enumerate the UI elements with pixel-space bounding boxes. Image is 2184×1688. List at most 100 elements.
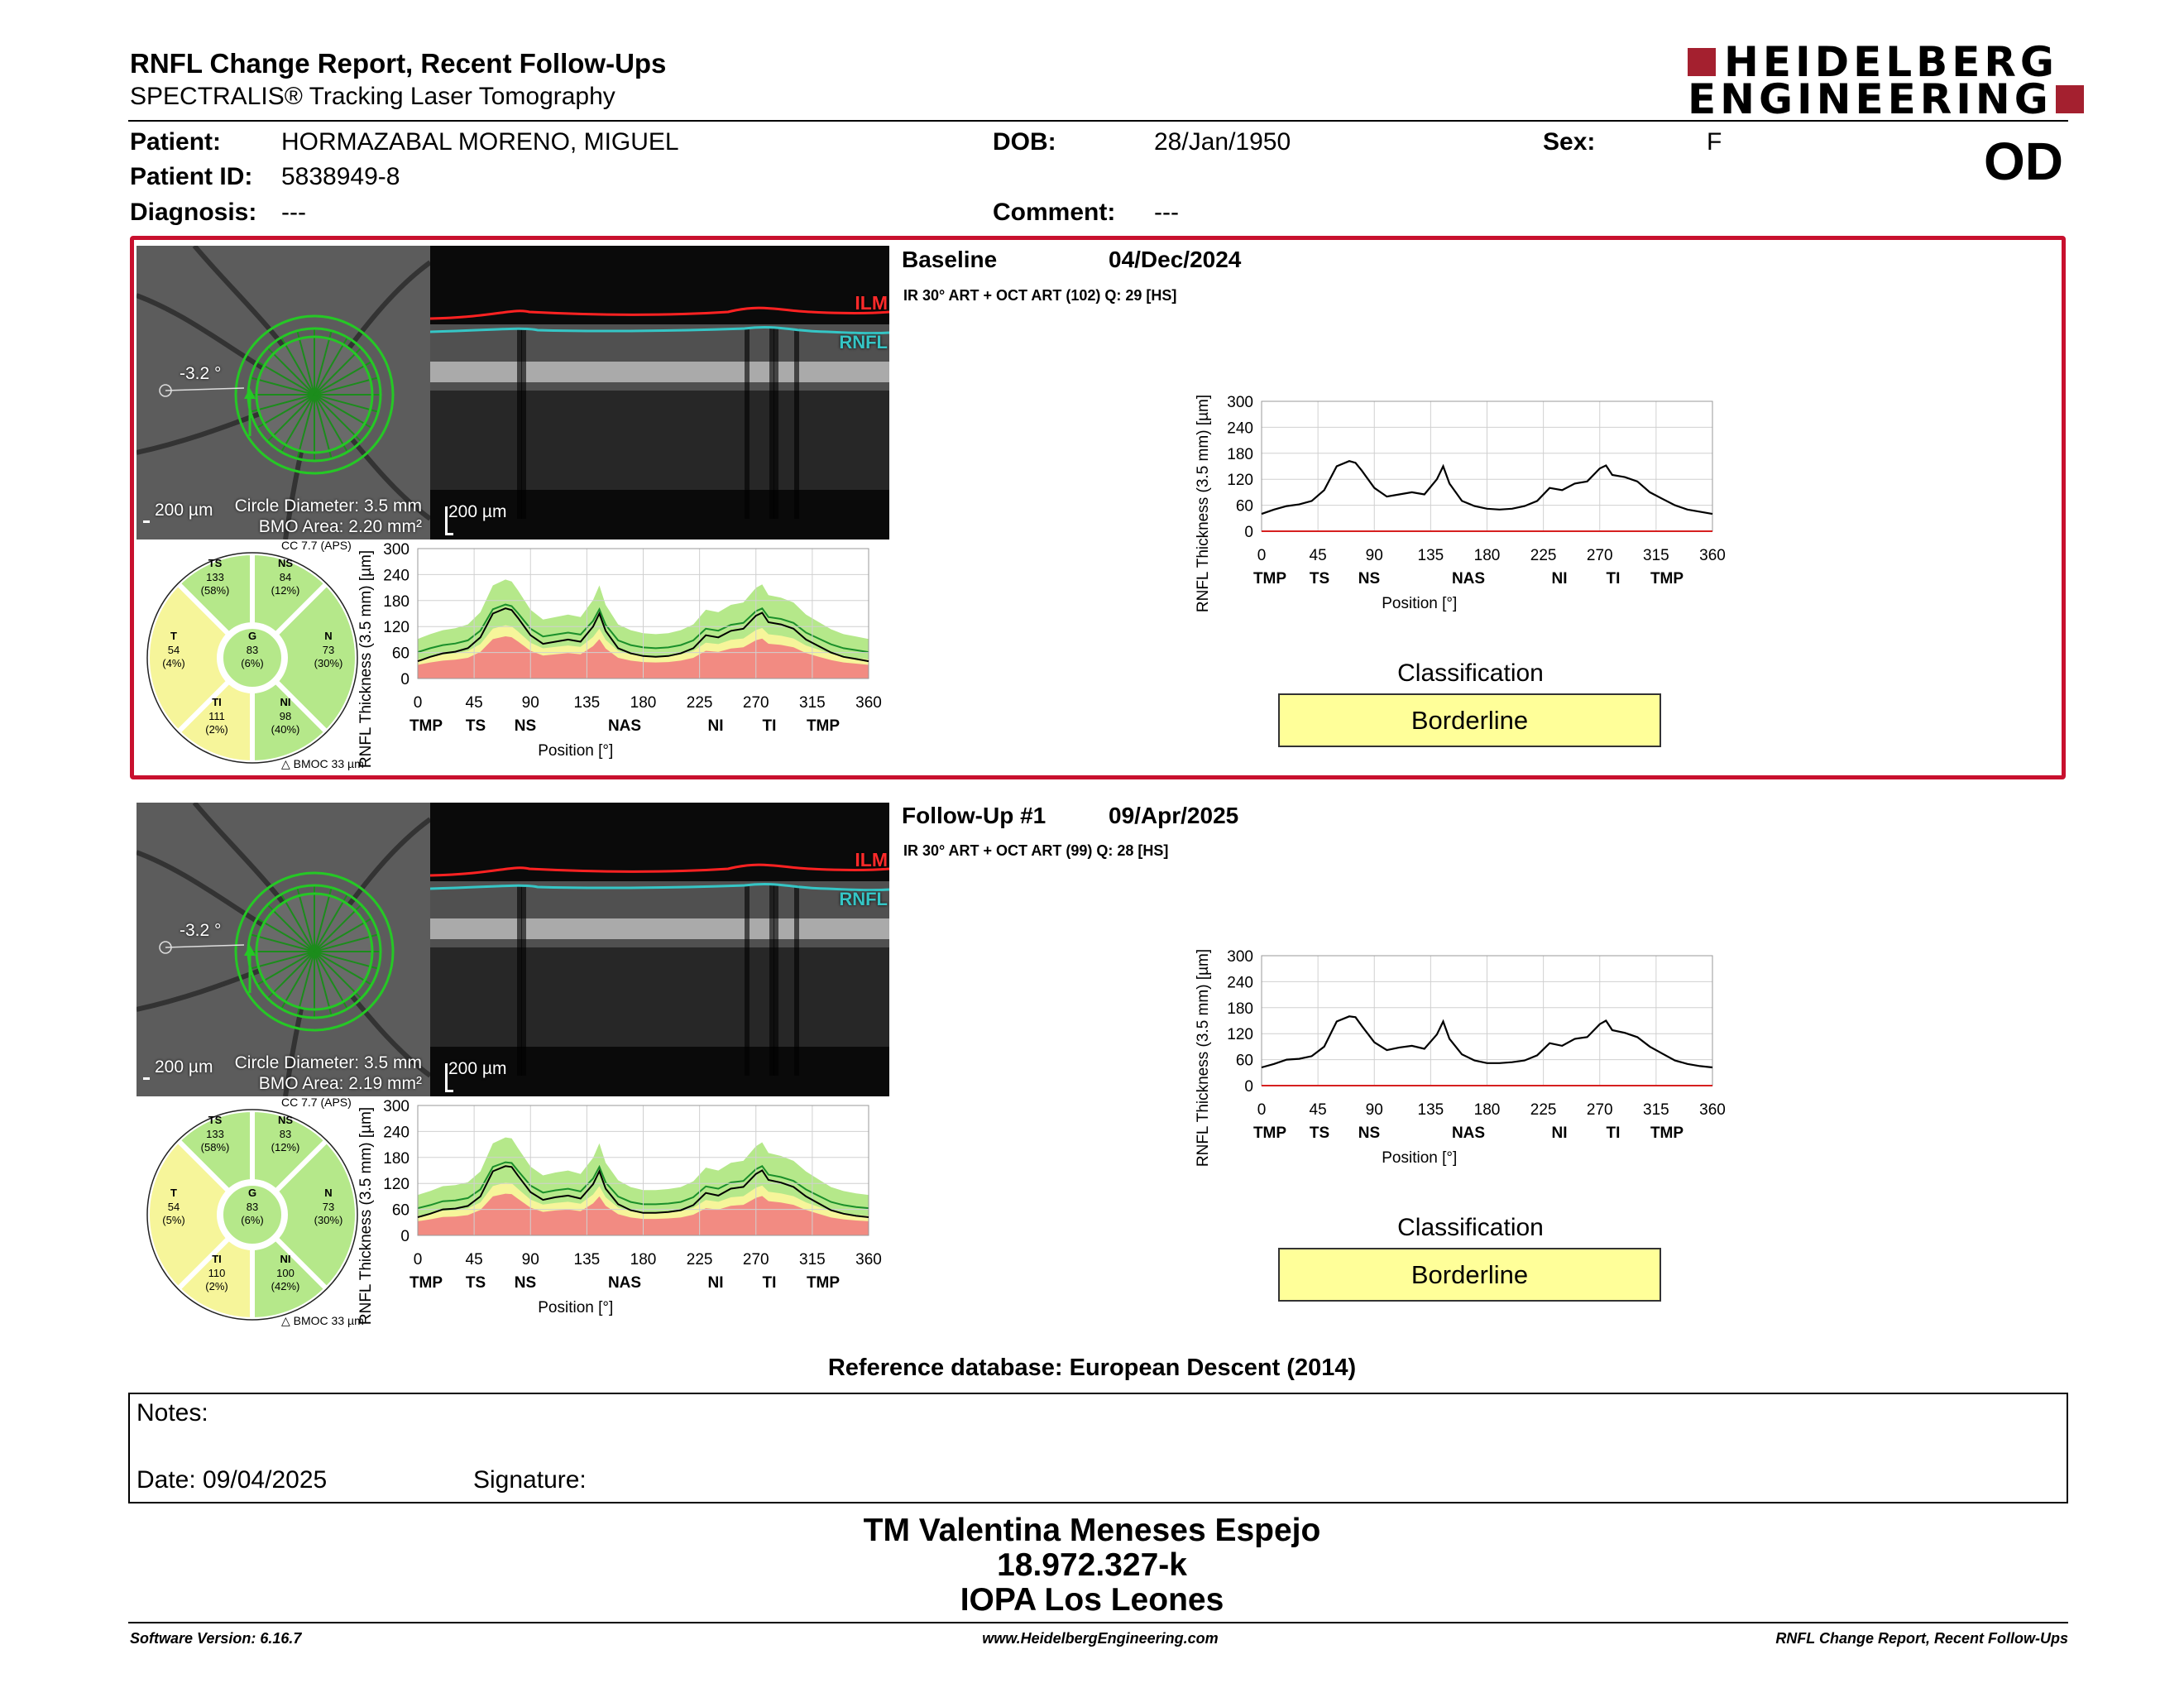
radial-scan-line [314,347,362,396]
x-tick-label: 270 [1587,547,1613,564]
report-title: RNFL Change Report, Recent Follow-Ups [130,48,667,79]
baseline-highlight-frame [130,236,2066,779]
region-label: TS [1310,1125,1329,1142]
delta-icon: △ [281,1314,290,1327]
radial-scan-line [296,951,315,1016]
circle-diameter: Circle Diameter: 3.5 mm [234,496,422,516]
logo-square-icon [1688,48,1716,76]
sector-value: 54 [168,644,180,656]
scan-circle [255,335,374,454]
choroid-band [430,947,889,1047]
sector-percent: (58%) [201,584,230,597]
sector-wheel: TS 133(58%) NS 84(12%) T 54(4%) G 83(6%) N 73(30%… [145,549,360,766]
classification-title: Classification [1397,1214,1544,1241]
y-tick-label: 0 [400,1228,410,1245]
diagnosis-label: Diagnosis: [130,199,257,226]
angle-line [165,387,245,391]
sector-value: 111 [208,710,225,722]
x-tick-label: 45 [1310,1101,1327,1119]
x-tick-label: 225 [687,694,713,712]
classification-result: Borderline [1278,693,1661,747]
oct-bscan-image: ILM RNFL 200 µm [430,246,889,539]
x-tick-label: 360 [1699,547,1726,564]
y-axis-label: RNFL Thickness (3.5 mm) [µm] [357,550,375,768]
fundus-angle: -3.2 ° [180,921,222,940]
y-tick-label: 240 [1227,420,1253,437]
dob-value: 28/Jan/1950 [1154,128,1291,156]
section-date: 09/Apr/2025 [1109,803,1239,828]
reference-database: Reference database: European Descent (20… [827,1355,1357,1381]
sector-percent: (12%) [271,584,300,597]
radial-scan-line [314,918,372,952]
x-tick-label: 0 [1257,1101,1267,1119]
vessel-shadow [774,885,778,1076]
x-tick-label: 90 [522,1251,539,1268]
x-tick-label: 45 [466,694,483,712]
sector-percent: (40%) [271,723,300,736]
region-label: TI [763,717,777,735]
radial-scan-line [250,376,315,396]
normative-mean-line [417,1161,869,1210]
region-label: NI [708,1274,724,1292]
fundus-image: -3.2 ° 200 µm Circle Diameter: 3.5 mm BM… [136,803,430,1096]
x-tick-label: 315 [1643,1101,1669,1119]
radial-scan-line [256,361,315,396]
x-tick-label: 225 [687,1251,713,1268]
x-tick-label: 270 [743,694,769,712]
fundus-scale: 200 µm [155,501,213,520]
radial-scan-line [314,904,362,952]
radial-scan-line [314,337,348,396]
radial-scan-line [314,394,333,459]
bscan-scale: 200 µm [448,502,507,521]
signoff-institution: IOPA Los Leones [960,1582,1224,1618]
sector-percent: (6%) [241,1214,263,1226]
region-label: NS [515,1274,536,1292]
sector-name: G [248,1187,256,1199]
thickness-series-line [1261,1015,1713,1069]
bmoc-value: BMOC 33 µm [293,757,364,770]
x-tick-label: 180 [1474,1101,1501,1119]
sector-value: 83 [247,644,258,656]
radial-scan-line [266,904,315,952]
fundus-scan-circle [136,803,430,1096]
region-label: TI [763,1274,777,1292]
vessel-shadow [517,328,522,519]
radial-scan-line [256,951,315,985]
bmoc-value: BMOC 33 µm [293,1314,364,1327]
sector-value: 133 [206,1128,224,1140]
fundus-scan-circle [136,246,430,539]
x-tick-label: 135 [574,1251,601,1268]
oct-bscan-image: ILM RNFL 200 µm [430,803,889,1096]
sector-percent: (5%) [162,1214,184,1226]
region-label: NI [708,717,724,735]
comment-label: Comment: [993,199,1116,226]
region-label: TI [1607,570,1621,587]
radial-scan-line [250,951,315,970]
scan-info: IR 30° ART + OCT ART (99) Q: 28 [HS] [903,842,1169,859]
brand-logo: HEIDELBERG [1688,41,2058,83]
ilm-line [430,863,889,877]
fundus-angle: -3.2 ° [180,364,222,383]
sector-percent: (6%) [241,657,263,669]
y-tick-label: 120 [1227,472,1253,489]
thickness-profile-chart: 0 60 120 180 240 300 0 45 90 135 180 225 270 315 360 TM… [1183,376,1729,629]
x-tick-label: 0 [414,1251,423,1268]
angle-line [165,944,245,948]
radial-scan-line [314,894,348,952]
x-tick-label: 180 [630,694,657,712]
region-label: NAS [608,1274,641,1292]
y-tick-label: 300 [1227,394,1253,411]
y-tick-label: 60 [392,1202,410,1220]
radial-scan-line [314,394,348,453]
sector-percent: (30%) [314,1214,343,1226]
sector-wheel: TS133(58%)NS83(12%)T54(5%)G83(6%)N73(30%… [145,1106,360,1323]
sector-value: 83 [247,1201,258,1213]
region-label: TMP [410,717,443,735]
vessel-shadow [745,885,750,1076]
vessel-shadow [521,885,526,1076]
sector-name: NS [278,1114,293,1126]
thickness-series-line [417,607,869,663]
angle-marker [159,941,172,954]
x-tick-label: 180 [1474,547,1501,564]
x-tick-label: 315 [799,694,826,712]
